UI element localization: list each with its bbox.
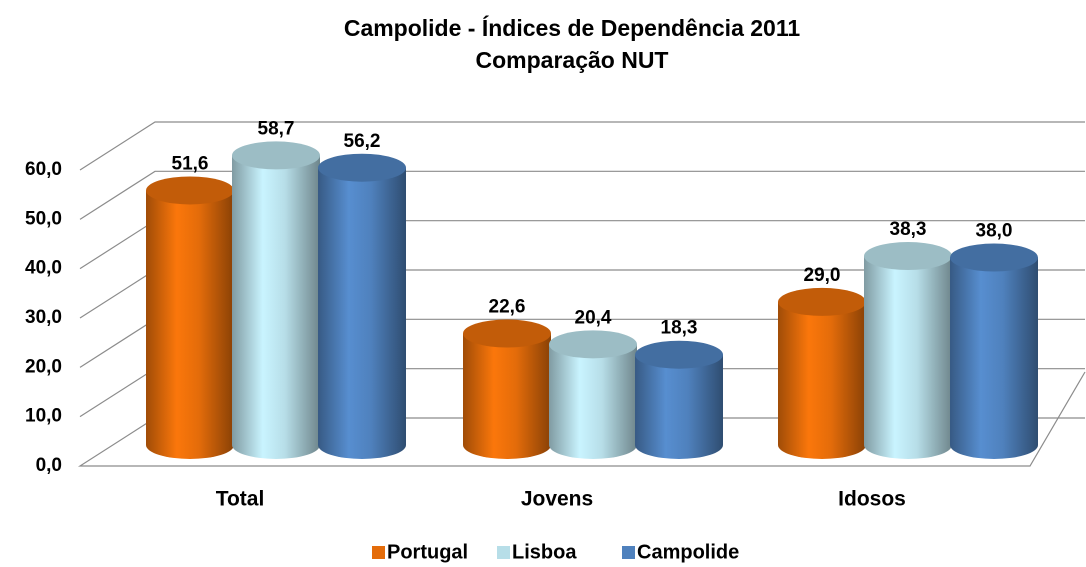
y-tick-label: 40,0 [25,258,62,279]
x-tick-label: Jovens [521,488,593,511]
chart-title: Campolide - Índices de Dependência 2011 [344,14,801,41]
grid-line [79,170,1085,220]
bar [549,330,637,459]
bar-top [549,330,637,359]
bar-top [950,243,1038,272]
bar-body [318,167,406,459]
bar-top [146,176,234,205]
value-label: 38,3 [890,219,927,240]
grid-line [79,121,1085,171]
y-tick-label: 0,0 [36,455,62,476]
legend-label: Campolide [637,541,739,563]
bar-top [232,141,320,170]
value-label: 29,0 [804,265,841,286]
bar-top [318,153,406,182]
legend-swatch [622,546,635,559]
bar [318,153,406,459]
y-tick-label: 20,0 [25,356,62,377]
legend-label: Portugal [387,541,468,563]
chart-subtitle: Comparação NUT [476,47,669,73]
legend-swatch [497,546,510,559]
value-label: 20,4 [575,307,612,328]
bar [463,319,551,459]
bar [232,141,320,459]
bar [635,340,723,459]
bar-body [232,155,320,459]
bar-body [778,301,866,459]
bar-top [864,242,952,271]
bar [778,287,866,459]
bar-body [463,333,551,459]
bar-top [635,340,723,369]
bar [864,242,952,459]
value-label: 18,3 [661,318,698,339]
bar-body [146,190,234,459]
y-tick-label: 10,0 [25,406,62,427]
x-tick-label: Total [216,488,265,511]
value-label: 51,6 [172,153,209,174]
bar-top [463,319,551,348]
bar [146,176,234,459]
legend-swatch [372,546,385,559]
bar-body [635,354,723,459]
y-tick-label: 30,0 [25,307,62,328]
bar-body [950,257,1038,459]
value-label: 22,6 [489,297,526,318]
value-label: 38,0 [976,221,1013,242]
bar-top [778,287,866,316]
y-tick-label: 60,0 [25,159,62,180]
legend-label: Lisboa [512,541,577,563]
bar-body [549,344,637,459]
bar-body [864,256,952,459]
y-tick-label: 50,0 [25,208,62,229]
bar [950,243,1038,459]
value-label: 56,2 [344,131,381,152]
x-tick-label: Idosos [838,488,906,511]
value-label: 58,7 [258,118,295,139]
